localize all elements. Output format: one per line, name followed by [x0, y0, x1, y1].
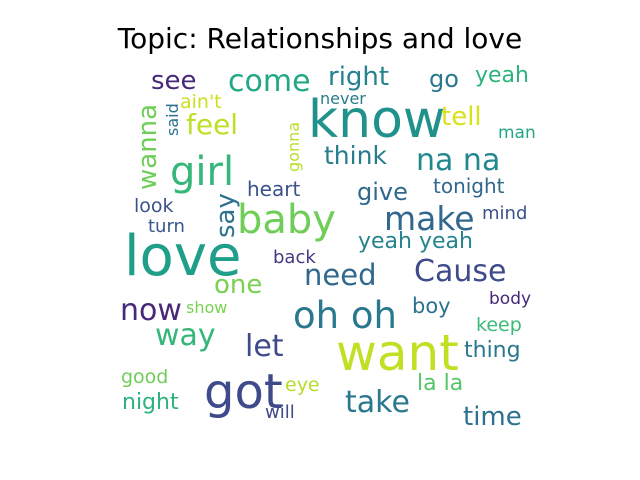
word-yeah-yeah: yeah yeah	[358, 229, 473, 254]
word-yeah: yeah	[475, 63, 529, 88]
word-keep: keep	[476, 314, 522, 336]
word-now: now	[120, 293, 182, 328]
word-one: one	[214, 270, 262, 300]
word-eye: eye	[285, 374, 320, 396]
word-gonna: gonna	[284, 122, 303, 172]
word-baby: baby	[237, 197, 336, 243]
word-turn: turn	[148, 216, 185, 237]
word-give: give	[357, 178, 408, 206]
word-girl: girl	[170, 149, 234, 195]
word-way: way	[155, 318, 216, 353]
word-body: body	[489, 289, 531, 309]
word-got: got	[204, 364, 283, 420]
word-boy: boy	[412, 294, 451, 318]
word-say: say	[211, 193, 241, 238]
word-right: right	[328, 62, 389, 92]
word-tonight: tonight	[433, 174, 505, 198]
word-thing: thing	[464, 338, 521, 363]
word-night: night	[122, 390, 179, 415]
word-go: go	[429, 65, 459, 93]
word-ain-t: ain't	[180, 91, 222, 113]
word-love: love	[124, 224, 241, 289]
word-think: think	[324, 141, 387, 170]
word-na-na: na na	[416, 143, 500, 178]
word-need: need	[304, 258, 376, 292]
word-tell: tell	[441, 102, 482, 132]
word-want: want	[336, 324, 459, 382]
word-come: come	[228, 64, 311, 99]
word-make: make	[384, 199, 475, 238]
word-feel: feel	[186, 108, 238, 141]
word-time: time	[463, 402, 522, 432]
word-back: back	[273, 247, 316, 268]
word-take: take	[345, 385, 410, 420]
word-mind: mind	[482, 203, 527, 224]
word-wanna: wanna	[133, 104, 163, 190]
word-look: look	[134, 195, 174, 217]
word-never: never	[320, 89, 366, 108]
word-la-la: la la	[417, 371, 463, 396]
word-cause: Cause	[414, 254, 506, 289]
word-let: let	[245, 329, 284, 364]
word-man: man	[498, 123, 536, 143]
word-see: see	[151, 66, 197, 96]
word-know: know	[308, 90, 445, 150]
word-good: good	[121, 366, 168, 388]
word-will: will	[265, 402, 295, 423]
word-said: said	[163, 103, 182, 136]
word-heart: heart	[247, 177, 300, 201]
word-show: show	[186, 298, 227, 317]
word-oh-oh: oh oh	[293, 294, 397, 337]
chart-title: Topic: Relationships and love	[117, 22, 523, 55]
